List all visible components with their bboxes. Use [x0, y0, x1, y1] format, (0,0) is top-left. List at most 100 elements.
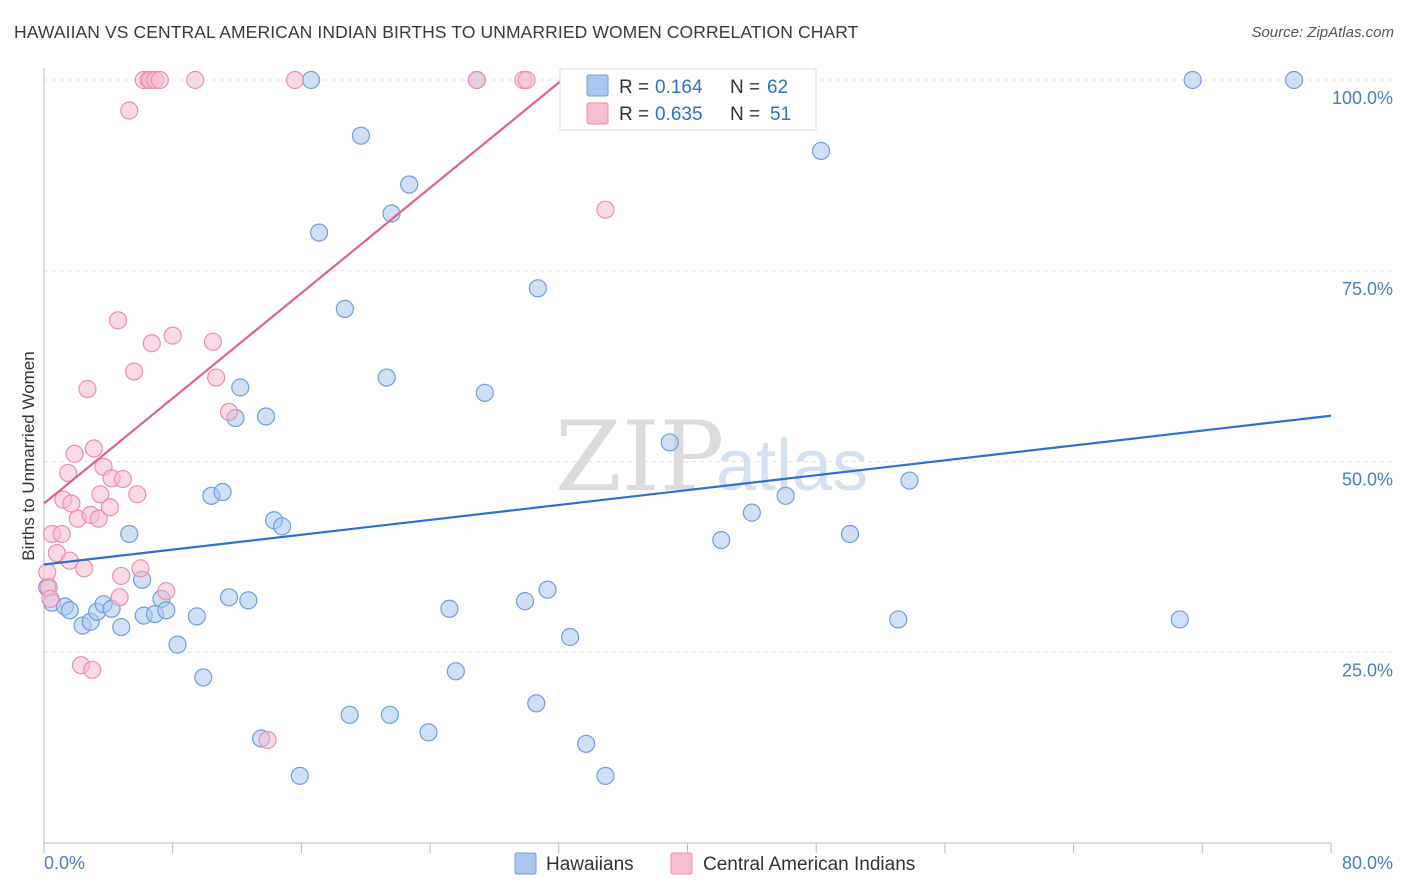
point-central-american-indians-17: [84, 439, 103, 458]
legend-n-value-hawaiians: 62: [767, 77, 788, 98]
legend-swatch-hawaiians: [586, 74, 609, 97]
point-hawaiians-36: [380, 705, 399, 724]
point-hawaiians-50: [596, 766, 615, 785]
legend-n-label-hawaiians: N =: [730, 77, 760, 98]
point-central-american-indians-43: [258, 730, 277, 750]
point-central-american-indians-9: [62, 494, 81, 513]
y-axis-label: Births to Unmarried Women: [19, 351, 38, 560]
point-central-american-indians-41: [207, 368, 226, 387]
point-hawaiians-35: [377, 368, 396, 387]
point-central-american-indians-0: [38, 563, 57, 582]
point-central-american-indians-44: [285, 70, 305, 90]
point-hawaiians-30: [301, 70, 321, 90]
point-hawaiians-24: [239, 591, 258, 610]
point-hawaiians-29: [290, 766, 309, 785]
point-central-american-indians-47: [517, 70, 536, 90]
legend-box: R = 0.164 N = 62 R = 0.635 N = 51: [559, 68, 817, 131]
bottom-legend-label-hawaiians: Hawaiians: [546, 854, 634, 875]
point-hawaiians-15: [157, 601, 176, 620]
bottom-legend-label-central-american-indians: Central American Indians: [703, 854, 915, 875]
point-hawaiians-34: [351, 126, 371, 145]
legend-r-label-hawaiians: R =: [619, 77, 649, 98]
trend-line-central-american-indians: [43, 79, 563, 505]
point-central-american-indians-45: [467, 70, 486, 90]
legend-n-label-central-american-indians: N =: [730, 104, 760, 125]
point-hawaiians-9: [112, 617, 131, 637]
point-hawaiians-49: [577, 734, 596, 753]
point-central-american-indians-37: [157, 582, 176, 601]
point-central-american-indians-19: [91, 485, 110, 504]
trend-lines: [43, 79, 1332, 566]
point-hawaiians-54: [776, 486, 795, 505]
point-central-american-indians-27: [120, 101, 139, 120]
point-central-american-indians-5: [52, 524, 71, 544]
point-central-american-indians-36: [150, 70, 169, 90]
legend-r-label-central-american-indians: R =: [619, 104, 649, 125]
point-hawaiians-53: [742, 503, 761, 522]
point-central-american-indians-23: [108, 311, 128, 330]
chart-title: HAWAIIAN VS CENTRAL AMERICAN INDIAN BIRT…: [14, 22, 859, 42]
point-central-american-indians-14: [78, 379, 97, 399]
y-tick-label-1: 75.0%: [1342, 279, 1393, 299]
data-points: [38, 70, 1304, 785]
point-hawaiians-31: [309, 223, 329, 242]
point-hawaiians-52: [712, 530, 731, 550]
point-central-american-indians-39: [186, 70, 205, 90]
watermark-zip: ZIP: [555, 401, 724, 513]
point-hawaiians-46: [528, 279, 547, 298]
point-hawaiians-51: [660, 433, 679, 452]
point-hawaiians-32: [335, 299, 354, 318]
point-hawaiians-56: [840, 524, 860, 544]
point-hawaiians-21: [219, 588, 239, 607]
bottom-legend-swatch-hawaiians: [514, 852, 537, 875]
point-central-american-indians-18: [89, 509, 108, 528]
point-hawaiians-60: [1183, 70, 1202, 90]
legend-n-value-central-american-indians: 51: [770, 104, 791, 125]
point-hawaiians-3: [60, 601, 79, 620]
chart-source: Source: ZipAtlas.com: [1251, 24, 1394, 41]
point-central-american-indians-16: [83, 660, 102, 679]
point-hawaiians-18: [194, 668, 213, 687]
point-central-american-indians-13: [75, 559, 94, 578]
point-central-american-indians-40: [203, 332, 223, 351]
point-central-american-indians-10: [65, 444, 84, 463]
x-tick-label-max: 80.0%: [1342, 853, 1393, 873]
point-hawaiians-28: [272, 517, 292, 536]
point-hawaiians-43: [475, 383, 494, 402]
bottom-legend: Hawaiians Central American Indians: [514, 852, 915, 875]
point-hawaiians-41: [446, 662, 465, 681]
y-tick-label-2: 50.0%: [1342, 470, 1393, 490]
point-hawaiians-20: [213, 482, 232, 502]
point-hawaiians-48: [560, 627, 580, 647]
trend-line-hawaiians: [43, 414, 1332, 566]
legend-r-value-central-american-indians: 0.635: [655, 104, 703, 125]
y-tick-label-3: 25.0%: [1342, 660, 1393, 680]
point-central-american-indians-25: [112, 566, 131, 586]
point-central-american-indians-26: [113, 469, 132, 489]
point-central-american-indians-42: [219, 402, 239, 422]
point-hawaiians-61: [1284, 70, 1304, 90]
point-hawaiians-45: [527, 694, 546, 713]
point-hawaiians-10: [120, 524, 139, 544]
point-hawaiians-26: [256, 407, 276, 426]
axes: [43, 68, 1332, 853]
point-central-american-indians-24: [110, 588, 129, 607]
point-hawaiians-33: [340, 705, 359, 724]
point-hawaiians-40: [440, 599, 459, 618]
point-central-american-indians-28: [124, 362, 144, 381]
point-central-american-indians-30: [131, 559, 150, 578]
point-central-american-indians-34: [142, 334, 161, 353]
point-hawaiians-39: [419, 723, 438, 742]
point-hawaiians-23: [231, 378, 250, 397]
point-hawaiians-16: [168, 635, 187, 654]
legend-swatch-central-american-indians: [586, 102, 609, 125]
point-central-american-indians-2: [41, 589, 60, 608]
point-hawaiians-17: [187, 607, 206, 626]
point-central-american-indians-50: [596, 200, 615, 219]
bottom-legend-swatch-central-american-indians: [670, 852, 693, 875]
gridlines: [44, 79, 1393, 653]
point-hawaiians-59: [1170, 610, 1189, 629]
point-hawaiians-47: [538, 580, 557, 599]
point-hawaiians-57: [889, 610, 908, 629]
